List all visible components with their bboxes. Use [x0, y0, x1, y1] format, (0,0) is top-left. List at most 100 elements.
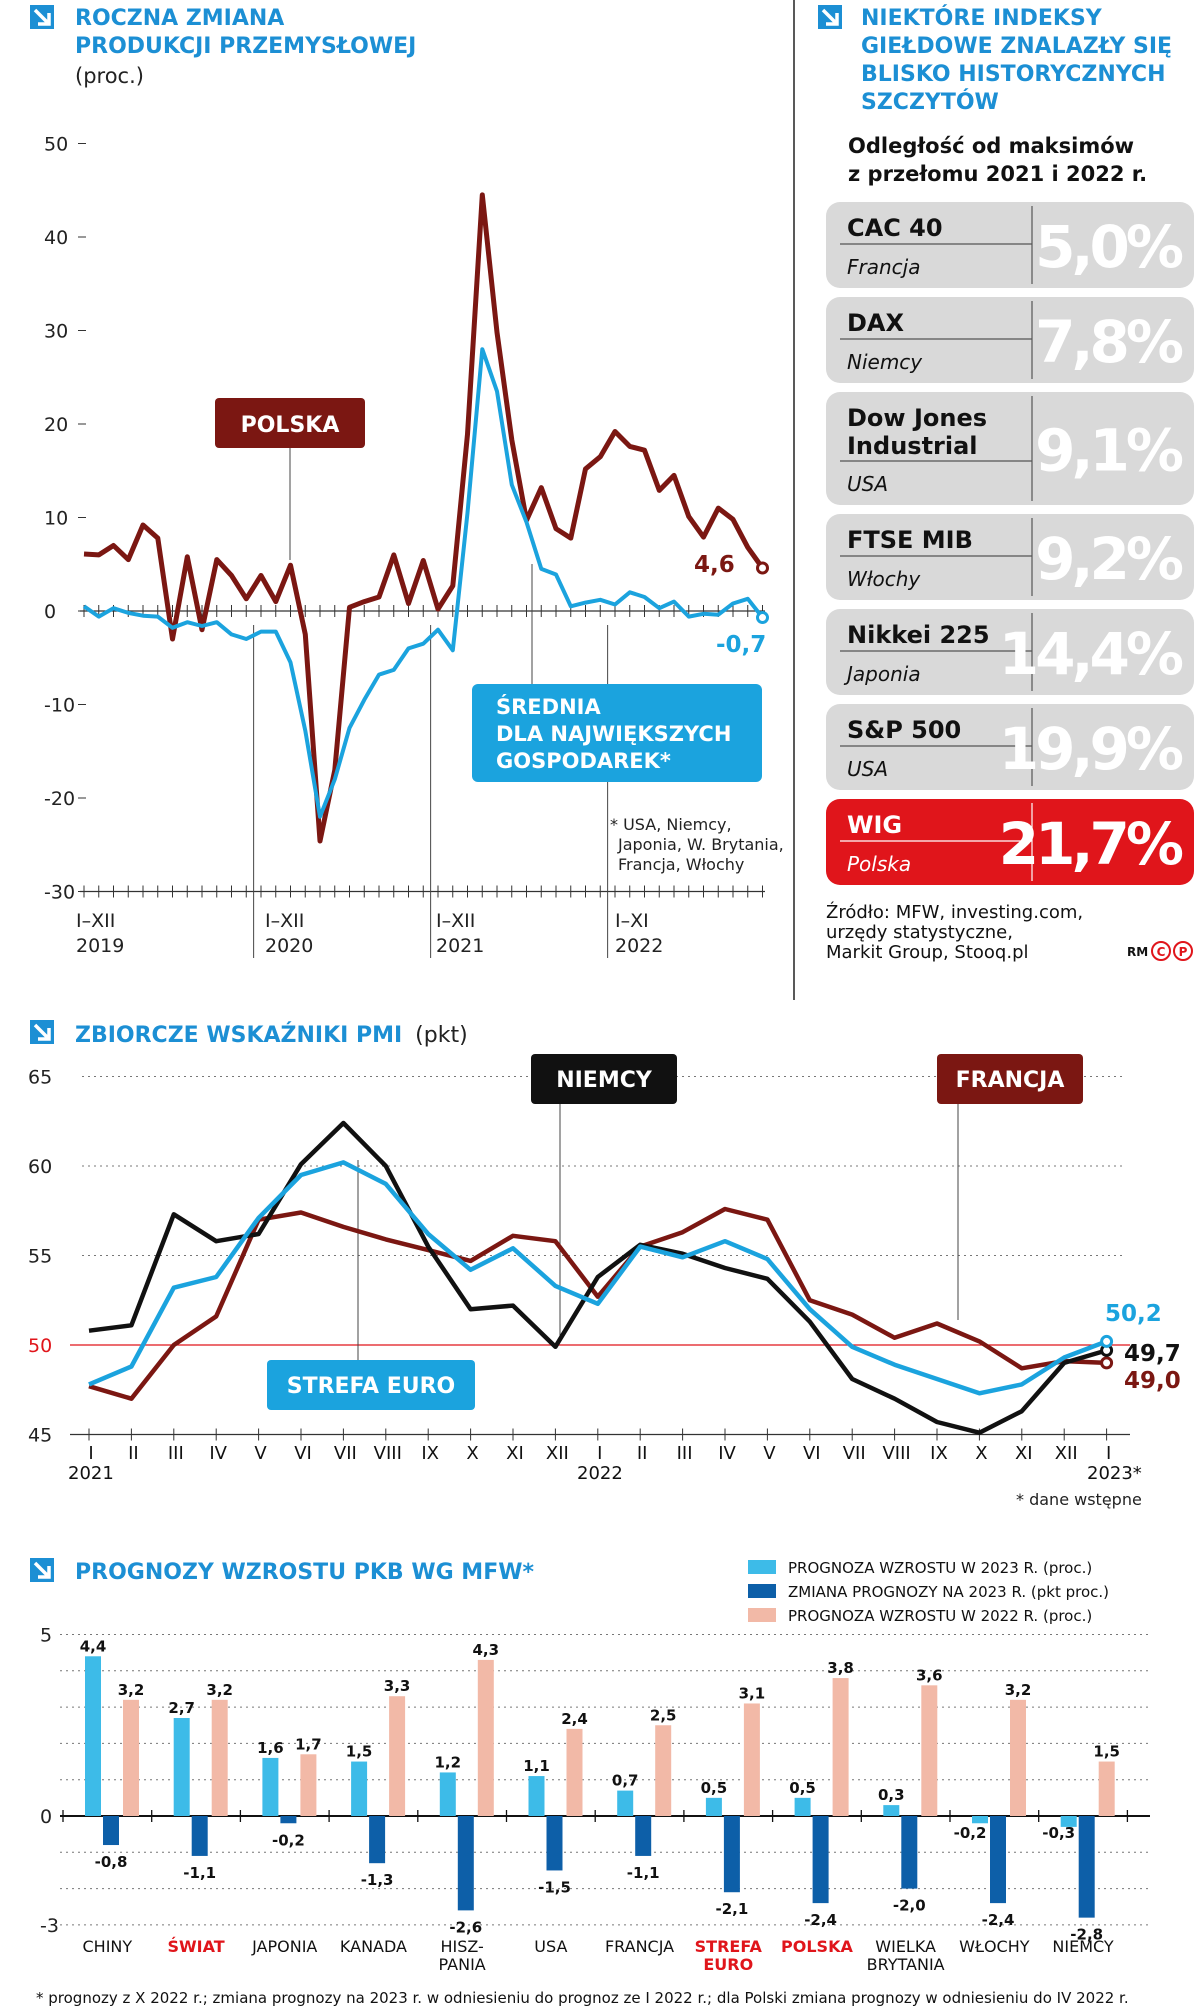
- average-end-label: -0,7: [716, 632, 766, 658]
- bar-label: -2,1: [715, 1900, 748, 1918]
- section-arrow-icon: [30, 1020, 54, 1044]
- pmi-footnote: * dane wstępne: [1016, 1490, 1142, 1509]
- index-value: 5,0%: [1035, 213, 1183, 281]
- category-label: STREFA: [695, 1937, 763, 1956]
- index-value: 14,4%: [999, 620, 1183, 688]
- category-group: 2,7 -1,1 3,2 ŚWIAT: [167, 1681, 233, 1956]
- bar-label: 2,5: [650, 1706, 677, 1724]
- index-row: WIG Polska 21,7%: [826, 799, 1194, 885]
- gdp-axis: -3 0 5: [40, 1625, 1150, 1937]
- x-tick-label: I: [597, 1443, 602, 1464]
- bar-label: 4,3: [473, 1641, 500, 1659]
- pmi-title-text: ZBIORCZE WSKAŹNIKI PMI: [75, 1022, 402, 1048]
- legend-label: PROGNOZA WZROSTU W 2022 R. (proc.): [788, 1607, 1092, 1625]
- period-label-bottom: 2021: [436, 935, 484, 957]
- category-label: BRYTANIA: [867, 1955, 945, 1974]
- bar-label: -2,8: [1070, 1926, 1103, 1944]
- average-end-marker: [756, 611, 769, 625]
- category-label: KANADA: [340, 1937, 407, 1956]
- y-tick-label: -20: [44, 788, 75, 810]
- bar-forecast-change: [812, 1816, 829, 1904]
- indices-source-line2: urzędy statystyczne,: [826, 922, 1013, 943]
- index-row: DAX Niemcy 7,8%: [826, 297, 1194, 383]
- gdp-title: PROGNOZY WZROSTU PKB WG MFW*: [75, 1560, 534, 1585]
- bar-label: 3,1: [739, 1684, 766, 1702]
- y-tick-label: 55: [28, 1246, 52, 1268]
- bar-forecast-2022: [832, 1678, 849, 1816]
- indices-subtitle-line1: Odległość od maksimów: [848, 134, 1134, 158]
- period-label-bottom: 2019: [76, 935, 124, 957]
- industrial-lines: [82, 192, 769, 844]
- series-end-marker: [1100, 1334, 1114, 1348]
- category-group: 1,5 -1,3 3,3 KANADA: [340, 1677, 410, 1956]
- x-tick-label: VIII: [882, 1443, 910, 1464]
- bar-forecast-change: [1078, 1816, 1095, 1918]
- index-row-box: [826, 799, 1194, 885]
- section-arrow-icon: [30, 5, 54, 29]
- bar-forecast-2023: [617, 1790, 634, 1816]
- germany-series-line: [88, 1120, 1108, 1435]
- category-label: HISZ-: [440, 1937, 483, 1956]
- bar-forecast-2023: [972, 1816, 988, 1824]
- x-tick-label: VII: [334, 1443, 357, 1464]
- x-tick-label: I: [88, 1443, 93, 1464]
- bar-forecast-change: [280, 1816, 297, 1824]
- bar-label: 3,2: [206, 1681, 233, 1699]
- category-label: WIELKA: [875, 1937, 936, 1956]
- bar-forecast-2023: [85, 1656, 101, 1816]
- svg-text:P: P: [1179, 945, 1188, 959]
- average-label-box: [472, 684, 762, 782]
- bar-forecast-2023: [883, 1805, 900, 1816]
- x-tick-label: IX: [930, 1443, 948, 1464]
- y-tick-label: 20: [44, 414, 68, 436]
- bar-label: -2,4: [982, 1911, 1015, 1929]
- bar-forecast-2022: [211, 1699, 228, 1816]
- category-label: FRANCJA: [605, 1937, 674, 1956]
- industrial-annotations: POLSKA ŚREDNIA DLA NAJWIĘKSZYCH GOSPODAR…: [215, 398, 784, 874]
- index-country: Japonia: [843, 662, 921, 686]
- x-tick-label: X: [466, 1443, 478, 1464]
- section-arrow-icon: [818, 5, 842, 29]
- eurozone-series-line: [88, 1160, 1108, 1396]
- bar-label: 0,5: [701, 1779, 728, 1797]
- y-tick-label: 45: [28, 1425, 52, 1447]
- category-group: -0,2 -2,4 3,2 WŁOCHY: [954, 1681, 1032, 1956]
- bar-label: 3,2: [118, 1681, 145, 1699]
- category-label: USA: [534, 1937, 567, 1956]
- gdp-bars: 4,4 -0,8 3,2 CHINY 2,7 -1,1 3,2 ŚWIAT 1,6 -0,2 1,7…: [80, 1637, 1120, 1974]
- index-row-box: [826, 297, 1194, 383]
- legend-swatch: [748, 1608, 776, 1622]
- index-name: Dow Jones: [847, 404, 987, 432]
- x-tick-label: V: [763, 1443, 776, 1464]
- bar-forecast-change: [546, 1816, 563, 1871]
- average-label-line1: ŚREDNIA: [496, 694, 601, 719]
- period-label-bottom: 2022: [615, 935, 663, 957]
- bar-label: -1,5: [538, 1878, 571, 1896]
- index-row: S&P 500 USA 19,9%: [826, 704, 1194, 790]
- pmi-lines: [88, 1120, 1114, 1435]
- bar-forecast-2022: [1010, 1699, 1026, 1816]
- category-label: PANIA: [439, 1955, 486, 1974]
- y-tick-label: 50: [44, 134, 68, 156]
- poland-end-marker: [756, 561, 769, 575]
- x-tick-label: XII: [546, 1443, 569, 1464]
- bar-label: -1,1: [183, 1864, 216, 1882]
- index-country: USA: [847, 472, 888, 496]
- france-label: FRANCJA: [956, 1068, 1065, 1093]
- bar-forecast-2022: [743, 1703, 760, 1816]
- indices-title-line1: NIEKTÓRE INDEKSY: [861, 5, 1103, 31]
- index-value: 9,2%: [1035, 525, 1183, 593]
- average-series-line: [82, 347, 765, 819]
- x-tick-label: V: [254, 1443, 267, 1464]
- category-group: 1,2 -2,6 4,3 HISZ-PANIA: [435, 1641, 500, 1974]
- poland-label: POLSKA: [241, 413, 340, 438]
- y-tick-label: 0: [44, 601, 56, 623]
- industrial-x-labels: I–XII 2019 I–XII 2020 I–XII 2021 I–XI 20…: [76, 910, 663, 957]
- x-tick-label: IV: [718, 1443, 736, 1464]
- y-tick-label: 40: [44, 227, 68, 249]
- germany-end-label: 49,7: [1124, 1341, 1181, 1367]
- bar-label: 4,4: [80, 1637, 107, 1655]
- period-label-top: I–XII: [436, 910, 475, 932]
- index-country: Niemcy: [847, 350, 923, 374]
- category-group: 1,6 -0,2 1,7 JAPONIA: [251, 1735, 322, 1956]
